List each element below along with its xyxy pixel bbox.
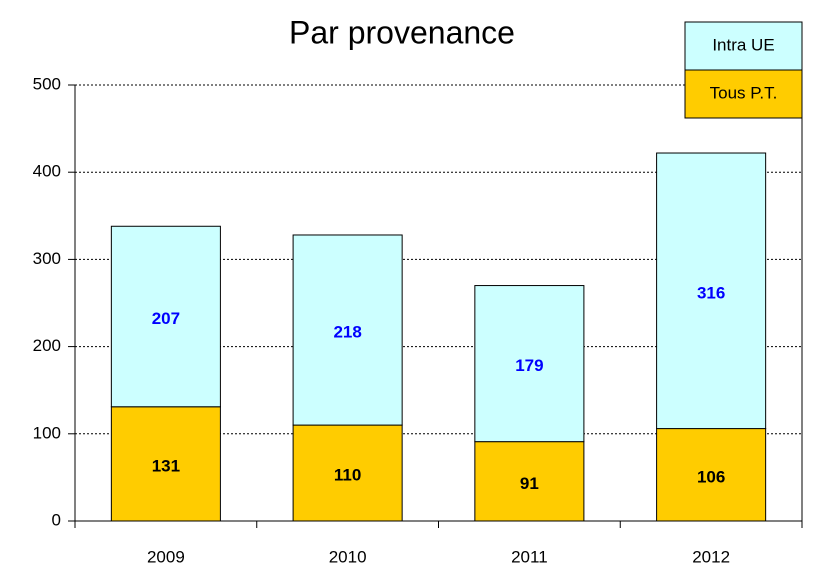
legend-label: Tous P.T.	[710, 83, 778, 102]
bar-segment	[656, 428, 767, 522]
bar-segment	[474, 441, 585, 522]
bar-segment	[656, 152, 767, 430]
legend-swatch	[684, 69, 803, 119]
x-tick-label: 2011	[511, 547, 548, 566]
y-tick-label: 300	[33, 249, 61, 268]
x-tick-label: 2010	[329, 547, 367, 566]
y-tick-label: 500	[33, 74, 61, 93]
y-tick-label: 400	[33, 162, 61, 181]
data-label: 218	[333, 323, 361, 342]
data-label: 316	[697, 283, 725, 302]
legend-label: Intra UE	[712, 35, 774, 54]
x-tick-label: 2009	[147, 547, 185, 566]
x-tick-label: 2012	[692, 547, 730, 566]
data-label: 91	[520, 474, 539, 493]
data-label: 106	[697, 467, 725, 486]
y-tick-label: 100	[33, 423, 61, 442]
bar-segment	[292, 424, 403, 522]
data-label: 110	[334, 466, 361, 485]
bar-segment	[474, 285, 585, 443]
data-label: 179	[515, 356, 543, 375]
y-tick-label: 0	[52, 510, 61, 529]
data-label: 207	[152, 309, 180, 328]
chart-title: Par provenance	[289, 14, 515, 50]
bar-segment	[292, 234, 403, 426]
bar-segment	[110, 225, 221, 408]
data-label: 131	[152, 456, 180, 475]
bar-segment	[110, 406, 221, 522]
y-tick-label: 200	[33, 336, 61, 355]
